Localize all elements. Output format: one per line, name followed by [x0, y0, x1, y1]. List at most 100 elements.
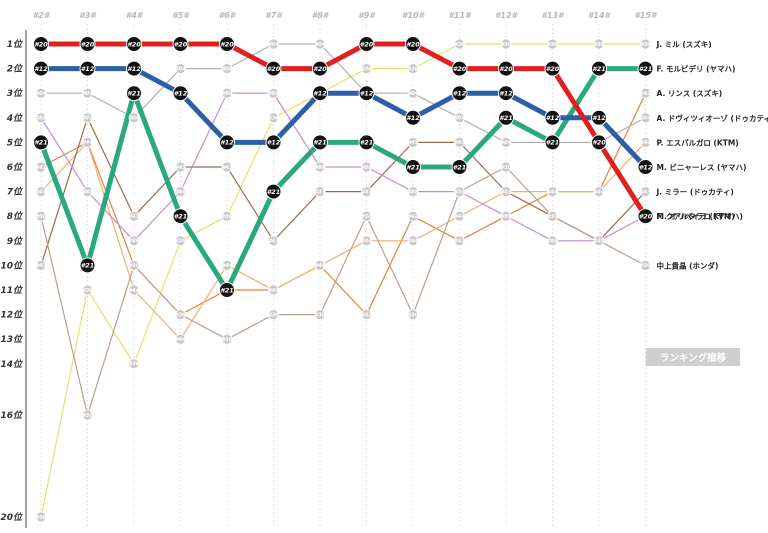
x-tick-label: #7#	[265, 11, 283, 20]
data-point-label: #88	[547, 239, 558, 245]
data-point: #36	[82, 284, 93, 296]
data-point-marker	[361, 309, 372, 321]
data-point-label: #30	[129, 263, 140, 269]
data-point: #04	[640, 112, 651, 124]
data-point-label: #30	[175, 312, 186, 318]
data-point-marker	[175, 63, 186, 74]
data-point-marker	[79, 257, 96, 274]
data-point-label: #88	[315, 165, 326, 171]
data-point: #12	[33, 60, 49, 77]
data-point-label: #36	[361, 66, 372, 72]
data-point-label: #12	[267, 139, 281, 147]
data-point-marker	[454, 186, 465, 198]
series-line	[40, 166, 647, 416]
data-point-label: #30	[640, 263, 651, 269]
data-point-label: #20	[127, 40, 141, 48]
data-point-label: #36	[82, 288, 93, 294]
data-point-marker	[407, 309, 419, 321]
data-point-label: #21	[220, 286, 234, 294]
data-point-marker	[219, 134, 235, 151]
x-tick-label: #2#	[33, 11, 51, 20]
data-point-marker	[219, 36, 235, 52]
data-point-marker	[454, 38, 465, 50]
data-point-label: #21	[313, 139, 327, 147]
data-point-marker	[640, 87, 651, 99]
data-point-label: #30	[361, 214, 372, 220]
y-tick-label: 4位	[6, 113, 23, 124]
x-tick-label: #15#	[634, 11, 658, 20]
data-point-label: #43	[222, 165, 233, 171]
chart-title-badge: ランキング推移	[646, 348, 740, 366]
data-point: #12	[498, 85, 514, 102]
data-point-label: #04	[175, 66, 186, 72]
data-point: #43	[361, 186, 372, 198]
data-point-marker	[640, 186, 651, 198]
data-point: #20	[265, 60, 282, 77]
data-point: #21	[172, 208, 189, 225]
data-point: #44	[407, 235, 419, 247]
data-point-label: #88	[175, 189, 186, 195]
y-tick-label: 20位	[0, 512, 23, 523]
data-point: #88	[407, 186, 419, 198]
data-point-marker	[637, 60, 654, 77]
data-point: #21	[451, 159, 468, 175]
data-point: #12	[265, 134, 282, 151]
x-tick-label: #10#	[402, 11, 426, 20]
data-point-marker	[221, 259, 233, 271]
data-point-label: #43	[268, 239, 279, 245]
data-point-marker	[500, 136, 512, 148]
data-point: #44	[175, 333, 186, 345]
data-point: #88	[361, 161, 372, 173]
data-point-marker	[312, 60, 328, 77]
data-point-label: #21	[453, 163, 467, 171]
data-point: #20	[126, 36, 142, 52]
data-point-marker	[128, 284, 140, 296]
data-point-marker	[268, 309, 279, 321]
data-point-marker	[593, 235, 605, 247]
data-point: #20	[79, 36, 96, 52]
data-point-marker	[547, 210, 558, 222]
data-point-label: #36	[594, 42, 605, 48]
data-point-label: #20	[453, 65, 467, 73]
data-point-label: #21	[174, 213, 188, 221]
data-point-label: #04	[640, 116, 651, 122]
data-point-marker	[637, 208, 654, 225]
data-point-marker	[175, 309, 186, 321]
y-tick-label: 9位	[7, 236, 23, 247]
data-point-label: #30	[36, 214, 47, 220]
data-point: #43	[221, 161, 233, 173]
data-point-label: #30	[82, 413, 93, 419]
data-point-marker	[175, 333, 186, 345]
x-ticks: #2# #3# #4# #5# #6# #7# #8# #9# #10# #11# #12# #13#…	[33, 11, 658, 20]
series-label: M. オリベイラ (KTM)	[657, 212, 735, 221]
data-point-label: #42	[408, 214, 419, 220]
data-point: #43	[82, 112, 93, 124]
data-point-marker	[593, 186, 605, 198]
data-point: #21	[358, 134, 375, 151]
data-point-marker	[82, 136, 93, 148]
data-point-marker	[221, 210, 233, 222]
data-point-marker	[405, 36, 421, 52]
y-tick-label: 6位	[7, 162, 23, 173]
data-point-label: #30	[315, 312, 326, 318]
data-point-label: #30	[454, 189, 465, 195]
data-point-marker	[128, 210, 140, 222]
data-point-marker	[265, 134, 282, 151]
data-point-label: #43	[454, 140, 465, 146]
data-point: #30	[221, 333, 233, 345]
data-point: #88	[314, 161, 326, 173]
series-label: M. ビニャーレス (ヤマハ)	[657, 162, 747, 172]
data-point: #44	[640, 136, 651, 148]
data-point: #20	[405, 36, 421, 52]
data-point-marker	[591, 60, 607, 77]
x-tick-label: #12#	[495, 11, 519, 20]
data-point-label: #12	[81, 65, 95, 73]
data-point-label: #42	[361, 312, 372, 318]
data-point-marker	[33, 134, 49, 151]
data-point: #36	[500, 38, 512, 50]
series-labels: J. ミル (スズキ) F. モルビデリ (ヤマハ) A. リンス (スズキ) A. …	[656, 39, 768, 270]
data-point: #20	[358, 36, 375, 52]
y-tick-label: 3位	[7, 88, 23, 99]
data-point-marker	[451, 159, 468, 175]
